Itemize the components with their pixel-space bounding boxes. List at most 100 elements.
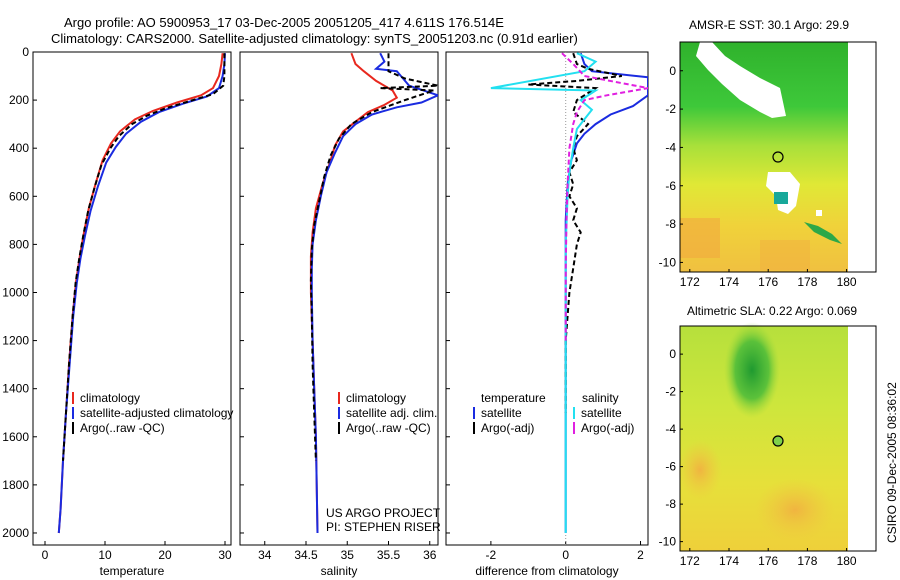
series-line-salinity-satellite — [490, 52, 599, 533]
map-x-tick-label: 180 — [837, 554, 857, 568]
series-line-satellite-adj-clim — [310, 52, 438, 534]
sst-warm-patch — [680, 218, 720, 258]
series-line-temperature-argo-adj — [528, 52, 623, 413]
map-x-tick-label: 176 — [758, 554, 778, 568]
map-y-tick-label: -6 — [665, 460, 676, 474]
map-y-tick-label: -6 — [665, 179, 676, 193]
sst-warm-patch — [760, 240, 810, 270]
temperature-panel: 0 10 20 30 temperature 0 200 400 600 800 1000 1200 1… — [2, 45, 232, 578]
salinity-legend: climatology satellite adj. clim. Argo(..… — [326, 391, 441, 534]
y-tick-label: 1400 — [2, 382, 29, 396]
y-tick-label: 1000 — [2, 285, 29, 299]
x-tick-label: 34.5 — [294, 548, 318, 562]
map-y-tick-label: -4 — [665, 140, 676, 154]
x-tick-label: 0 — [42, 548, 49, 562]
argo-float-marker — [772, 435, 784, 447]
legend-label-satellite: satellite adj. clim. — [346, 406, 437, 420]
sla-map-frame — [679, 325, 877, 552]
difference-legend: temperature salinity satellite satellite… — [473, 391, 634, 435]
sst-map-margin — [848, 42, 876, 272]
x-tick-label: -2 — [486, 548, 497, 562]
x-tick-label: 36 — [423, 548, 437, 562]
y-tick-label: 600 — [9, 189, 29, 203]
sst-map-axes: 172 174 176 178 180 -10 -8 -6 -4 -2 0 — [659, 64, 857, 289]
map-x-tick-label: 176 — [758, 275, 778, 289]
legend-label-satellite: satellite-adjusted climatology — [80, 406, 233, 420]
series-line-salinity-argo-adj — [561, 52, 648, 341]
series-line-climatology — [57, 53, 224, 534]
map-x-tick-label: 172 — [680, 275, 700, 289]
project-annotation: US ARGO PROJECT — [326, 506, 441, 520]
y-tick-label: 400 — [9, 141, 29, 155]
sst-cool-patch — [774, 192, 788, 204]
legend-header-salinity: salinity — [582, 391, 619, 405]
legend-label-sal-argo: Argo(-adj) — [581, 421, 634, 435]
series-line-satellite-adjusted-climatology — [57, 53, 226, 534]
sst-missing-data — [696, 42, 786, 118]
sla-map-title: Altimetric SLA: 0.22 Argo: 0.069 — [687, 304, 857, 318]
map-y-tick-label: -4 — [665, 422, 676, 436]
map-y-tick-label: 0 — [669, 64, 676, 78]
sla-map — [678, 322, 877, 552]
sst-cool-patch — [804, 222, 842, 244]
map-x-tick-label: 180 — [837, 275, 857, 289]
plot-frame — [445, 51, 649, 546]
plot-frame — [239, 51, 439, 546]
x-tick-label: 30 — [218, 548, 232, 562]
map-x-tick-label: 172 — [680, 554, 700, 568]
sla-high-anomaly — [755, 478, 835, 542]
sla-low-anomaly — [724, 322, 780, 418]
y-tick-label: 800 — [9, 237, 29, 251]
legend-header-temperature: temperature — [481, 391, 546, 405]
pi-annotation: PI: STEPHEN RISER — [326, 520, 441, 534]
sla-map-margin — [848, 326, 876, 551]
legend-label-climatology: climatology — [346, 391, 406, 405]
sla-high-anomaly — [678, 440, 722, 500]
x-axis-label: difference from climatology — [475, 564, 618, 578]
x-tick-label: 34 — [258, 548, 272, 562]
figure-title-line1: Argo profile: AO 5900953_17 03-Dec-2005 … — [64, 15, 504, 30]
legend-label-argo: Argo(..raw -QC) — [346, 421, 431, 435]
x-tick-label: 20 — [158, 548, 172, 562]
y-tick-label: 200 — [9, 93, 29, 107]
plot-frame — [32, 51, 232, 546]
argo-float-marker — [772, 151, 784, 163]
salinity-panel: 34 34.5 35 35.5 36 salinity — [239, 51, 439, 578]
x-tick-label: 2 — [637, 548, 644, 562]
x-axis-label: salinity — [321, 564, 358, 578]
difference-panel: -2 0 2 difference from climatology — [445, 51, 649, 578]
y-tick-label: 1600 — [2, 430, 29, 444]
legend-label-climatology: climatology — [80, 391, 140, 405]
map-y-tick-label: -10 — [659, 255, 677, 269]
map-y-tick-label: -10 — [659, 535, 677, 549]
x-axis-label: temperature — [100, 564, 165, 578]
sla-map-axes: 172 174 176 178 180 -10 -8 -6 -4 -2 0 — [659, 347, 857, 568]
map-x-tick-label: 178 — [797, 554, 817, 568]
sst-map-frame — [679, 41, 877, 273]
legend-label-temp-argo: Argo(-adj) — [481, 421, 534, 435]
y-tick-label: 0 — [22, 45, 29, 59]
x-tick-label: 0 — [562, 548, 569, 562]
map-x-tick-label: 178 — [797, 275, 817, 289]
y-tick-label: 2000 — [2, 526, 29, 540]
legend-label-temp-satellite: satellite — [481, 406, 522, 420]
timestamp-stamp: CSIRO 09-Dec-2005 08:36:02 — [885, 382, 899, 543]
map-y-tick-label: -2 — [665, 385, 676, 399]
map-y-tick-label: 0 — [669, 347, 676, 361]
map-x-tick-label: 174 — [719, 554, 739, 568]
x-tick-label: 35.5 — [377, 548, 401, 562]
sst-missing-data — [816, 210, 822, 216]
map-y-tick-label: -2 — [665, 102, 676, 116]
map-y-tick-label: -8 — [665, 497, 676, 511]
series-line-argo-raw-qc — [62, 53, 226, 461]
sst-map-title: AMSR-E SST: 30.1 Argo: 29.9 — [689, 18, 849, 32]
x-tick-label: 10 — [98, 548, 112, 562]
x-tick-label: 35 — [341, 548, 355, 562]
sst-map — [679, 41, 877, 273]
series-line-argo-raw-qc — [309, 53, 438, 461]
map-x-tick-label: 174 — [719, 275, 739, 289]
y-tick-label: 1800 — [2, 478, 29, 492]
figure-title-line2: Climatology: CARS2000. Satellite-adjuste… — [51, 31, 578, 46]
legend-label-sal-satellite: satellite — [581, 406, 622, 420]
